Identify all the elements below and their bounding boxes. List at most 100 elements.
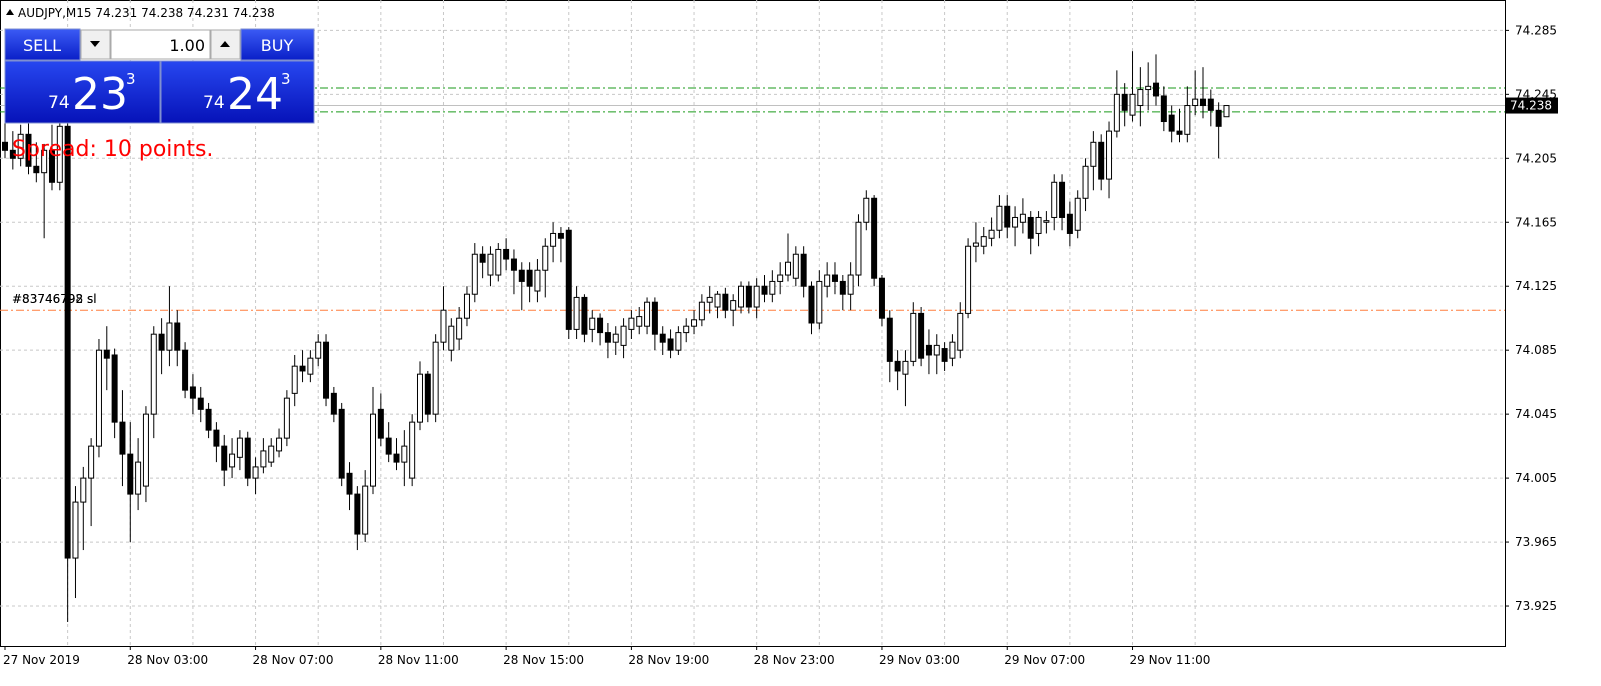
candle-body	[510, 258, 517, 271]
candle-body	[808, 285, 815, 324]
candle-body	[918, 312, 925, 359]
candle-body	[604, 332, 611, 343]
candle-body	[698, 301, 705, 321]
candle-body	[9, 149, 16, 159]
ask-big: 74	[203, 93, 225, 113]
candle-body	[1223, 105, 1230, 118]
candle-body	[628, 317, 635, 330]
candle-body	[550, 232, 557, 247]
candle-body	[150, 333, 157, 415]
y-tick-label: 74.125	[1515, 279, 1557, 293]
candle-body	[824, 274, 831, 287]
bid-big: 74	[48, 93, 70, 113]
x-tick-label: 28 Nov 03:00	[127, 653, 208, 667]
candle-body	[753, 285, 760, 308]
chart-title: AUDJPY,M15 74.231 74.238 74.231 74.238	[18, 6, 275, 20]
candle-body	[1168, 114, 1175, 132]
buy-label: BUY	[261, 36, 294, 55]
bid-point: 3	[126, 70, 136, 88]
y-tick-label: 73.925	[1515, 599, 1557, 613]
candle-body	[1004, 205, 1011, 228]
x-tick-label: 29 Nov 03:00	[879, 653, 960, 667]
candle-body	[416, 373, 423, 423]
candle-body	[518, 269, 525, 282]
candle-body	[902, 360, 909, 375]
candle-body	[714, 293, 721, 308]
candle-body	[1176, 130, 1183, 135]
candle-body	[831, 274, 838, 282]
order-label: #83746798 sl	[12, 292, 97, 306]
sell-button[interactable]	[4, 28, 81, 61]
candle-body	[487, 253, 494, 276]
candle-body	[33, 165, 40, 174]
candle-body	[785, 261, 791, 276]
candle-body	[581, 296, 588, 335]
candle-body	[910, 312, 917, 362]
candle-body	[370, 413, 377, 487]
candle-body	[189, 386, 196, 399]
candle-body	[761, 285, 768, 295]
candle-body	[1121, 93, 1128, 111]
candle-body	[777, 274, 784, 282]
candle-body	[330, 392, 337, 415]
candle-body	[730, 300, 737, 311]
candle-body	[988, 229, 995, 239]
candle-body	[385, 437, 392, 455]
candle-body	[1160, 95, 1167, 123]
candle-body	[127, 453, 134, 495]
buy-button[interactable]	[240, 28, 315, 61]
candle-body	[1207, 98, 1214, 111]
candle-body	[260, 450, 267, 468]
candle-body	[526, 269, 533, 287]
candle-body	[283, 397, 290, 439]
x-tick-label: 29 Nov 07:00	[1004, 653, 1085, 667]
candle-body	[886, 317, 893, 362]
candle-body	[980, 236, 987, 247]
candle-body	[111, 354, 118, 423]
collapse-icon[interactable]	[6, 9, 14, 15]
bid-box[interactable]	[4, 60, 161, 124]
candle-body	[651, 301, 658, 335]
candle-body	[1074, 197, 1081, 231]
ask-box[interactable]	[160, 60, 315, 124]
y-tick-label: 74.085	[1515, 343, 1557, 357]
candle-body	[252, 466, 259, 479]
candle-body	[1192, 98, 1199, 107]
candle-body	[847, 274, 854, 295]
x-tick-label: 28 Nov 19:00	[628, 653, 709, 667]
candle-body	[119, 421, 126, 455]
candle-body	[542, 245, 549, 271]
candle-body	[965, 245, 972, 314]
candle-body	[1113, 93, 1120, 132]
candle-body	[142, 413, 149, 487]
candle-body	[338, 408, 345, 479]
candle-body	[440, 309, 447, 343]
candle-body	[323, 341, 330, 399]
candle-body	[471, 253, 478, 295]
order-label: #83746792 sl	[12, 292, 97, 306]
candle-body	[683, 325, 690, 334]
candle-body	[244, 437, 251, 479]
candle-body	[409, 421, 416, 479]
candle-body	[557, 232, 564, 239]
current-price-box	[1506, 97, 1558, 114]
y-tick-label: 74.285	[1515, 23, 1557, 37]
candle-body	[291, 365, 298, 394]
candle-body	[1066, 213, 1073, 234]
current-price-label: 74.238	[1510, 99, 1552, 113]
candle-body	[1035, 216, 1042, 234]
candle-body	[354, 493, 361, 535]
candle-body	[1059, 181, 1066, 218]
candle-body	[1019, 213, 1026, 223]
candle-body	[1098, 141, 1105, 180]
candle-body	[135, 461, 142, 495]
candle-body	[1106, 130, 1113, 180]
candle-body	[706, 296, 713, 303]
bid-pips: 23	[72, 69, 128, 120]
x-tick-label: 27 Nov 2019	[3, 653, 80, 667]
candle-body	[103, 349, 110, 359]
candle-body	[996, 205, 1003, 231]
y-tick-label: 74.045	[1515, 407, 1557, 421]
lot-input[interactable]	[110, 29, 211, 60]
down-arrow	[90, 41, 100, 47]
